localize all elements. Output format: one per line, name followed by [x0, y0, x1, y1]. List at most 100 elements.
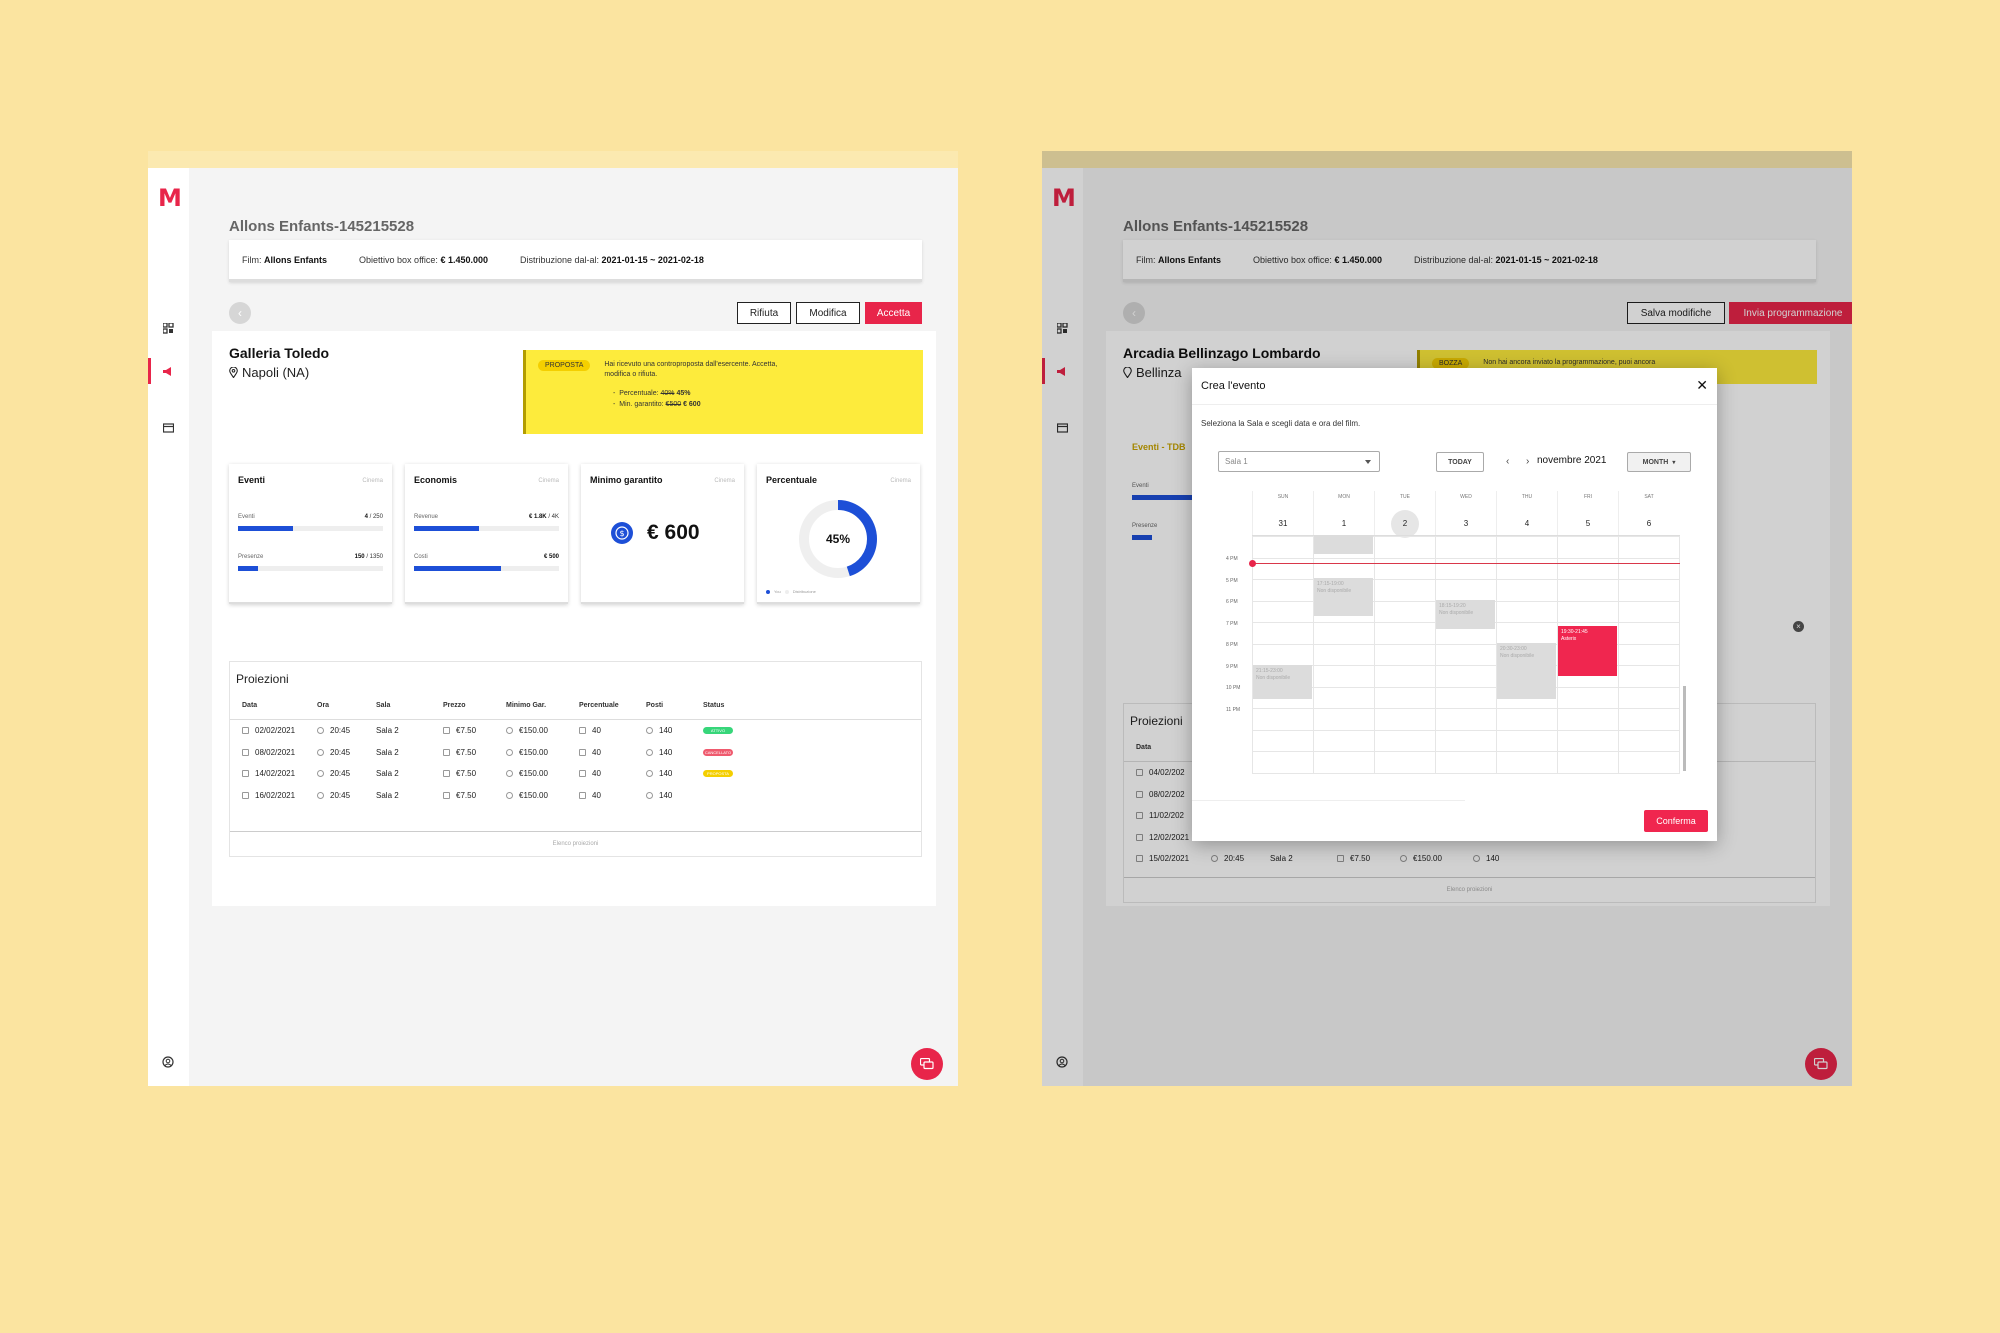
- status-badge: ATTIVO: [703, 727, 733, 734]
- table-row[interactable]: 08/02/2021 20:45 Sala 2 €7.50 €150.00 40 140 CA…: [230, 748, 921, 775]
- film-info-bar: Film: Allons Enfants Obiettivo box offic…: [1123, 240, 1816, 282]
- coin-icon: [506, 748, 513, 756]
- venue-location: Napoli (NA): [229, 365, 309, 380]
- percent-icon: [579, 748, 586, 756]
- chevron-down-icon: ▾: [1672, 459, 1676, 466]
- counter-proposal-notice: PROPOSTA Hai ricevuto una controproposta…: [523, 350, 923, 434]
- donut-legend: You Distribuzione: [766, 589, 816, 594]
- user-account-icon[interactable]: [160, 1054, 176, 1070]
- table-row[interactable]: 11/02/202: [1124, 811, 1815, 838]
- save-changes-button[interactable]: Salva modifiche: [1627, 302, 1725, 324]
- room-select[interactable]: Sala 1: [1218, 451, 1380, 472]
- unavailable-slot[interactable]: 18:15-19:20 Non disponibile: [1436, 600, 1495, 629]
- day-column-header[interactable]: THU 4: [1496, 491, 1557, 535]
- time-label: 8 PM: [1226, 642, 1238, 648]
- calendar-icon: [242, 791, 249, 799]
- table-row[interactable]: 16/02/2021 20:45 Sala 2 €7.50 €150.00 40 140: [230, 791, 921, 818]
- percent-icon: [579, 727, 586, 734]
- app-logo[interactable]: M: [158, 184, 182, 212]
- attendance-metric: Presenze 150 / 1350: [238, 554, 383, 571]
- current-month: novembre 2021: [1537, 455, 1607, 466]
- left-screen: M Allons Enfants-145215528 Film: Allons …: [148, 151, 958, 1086]
- megaphone-icon[interactable]: [160, 364, 176, 380]
- calendar-icon[interactable]: [160, 420, 176, 436]
- min-guarantee-value: € 600: [647, 521, 700, 544]
- day-column-header[interactable]: FRI 5: [1557, 491, 1618, 535]
- sidebar: M: [1042, 168, 1083, 1086]
- coin-icon: [506, 727, 513, 734]
- calendar-icon: [242, 770, 249, 777]
- app-logo[interactable]: M: [1052, 184, 1076, 212]
- time-label: 4 PM: [1226, 556, 1238, 562]
- scheduled-event[interactable]: 19:30-21:45 Asterix: [1558, 626, 1617, 676]
- unavailable-slot[interactable]: 20:30-23:00 Non disponibile: [1497, 643, 1556, 699]
- reject-button[interactable]: Rifiuta: [737, 302, 791, 324]
- calendar-icon: [242, 748, 249, 756]
- close-icon[interactable]: ×: [1793, 621, 1804, 632]
- percent-icon: [579, 770, 586, 777]
- accept-button[interactable]: Accetta: [865, 302, 922, 324]
- svg-text:45%: 45%: [826, 532, 850, 546]
- unavailable-slot[interactable]: 17:15-19:00 Non disponibile: [1314, 578, 1373, 616]
- seat-icon: [646, 791, 653, 799]
- table-row[interactable]: 14/02/2021 20:45 Sala 2 €7.50 €150.00 40 140 PR…: [230, 769, 921, 796]
- dashboard-icon[interactable]: [160, 320, 176, 336]
- today-button[interactable]: TODAY: [1436, 452, 1484, 472]
- send-programming-button[interactable]: Invia programmazione: [1729, 302, 1852, 324]
- coin-icon: $: [611, 522, 633, 544]
- notice-message: Hai ricevuto una controproposta dall'ese…: [604, 361, 778, 378]
- coin-icon: [506, 770, 513, 777]
- percentage-donut: 45%: [799, 500, 877, 578]
- table-header: Data Ora Sala Prezzo Minimo Gar. Percent…: [230, 702, 921, 720]
- table-row[interactable]: 08/02/202: [1124, 790, 1815, 817]
- back-button[interactable]: ‹: [1123, 302, 1145, 324]
- table-row[interactable]: 02/02/2021 20:45 Sala 2 €7.50 €150.00 40 140 AT…: [230, 726, 921, 753]
- venue-panel: Galleria Toledo Napoli (NA) PROPOSTA Hai…: [212, 331, 936, 906]
- dashboard-icon[interactable]: [1054, 320, 1070, 336]
- chat-button[interactable]: [1805, 1048, 1837, 1080]
- unavailable-slot[interactable]: [1314, 535, 1373, 554]
- calendar-icon: [1136, 812, 1143, 819]
- back-button[interactable]: ‹: [229, 302, 251, 324]
- user-account-icon[interactable]: [1054, 1054, 1070, 1070]
- venue-location: Bellinza: [1123, 365, 1182, 380]
- clock-icon: [317, 727, 324, 734]
- chevron-left-icon[interactable]: ‹: [1506, 456, 1510, 467]
- events-metric: Eventi 4 / 250: [238, 514, 383, 531]
- notice-percentage: - Percentuale: 40% 45%: [613, 390, 691, 397]
- megaphone-icon[interactable]: [1054, 364, 1070, 380]
- current-time-dot: [1249, 560, 1256, 567]
- view-select[interactable]: MONTH ▾: [1627, 452, 1691, 472]
- confirm-button[interactable]: Conferma: [1644, 810, 1708, 832]
- day-column-header[interactable]: SUN 31: [1252, 491, 1313, 535]
- clock-icon: [317, 748, 324, 756]
- unavailable-slot[interactable]: 21:15-23:00 Non disponibile: [1253, 665, 1312, 699]
- time-label: 5 PM: [1226, 577, 1238, 584]
- projections-list-link[interactable]: Elenco proiezioni: [230, 831, 921, 856]
- calendar-icon[interactable]: [1054, 420, 1070, 436]
- close-icon[interactable]: ✕: [1696, 377, 1708, 393]
- projections-title: Proiezioni: [236, 672, 289, 686]
- chat-icon: [1814, 1058, 1828, 1070]
- seat-icon: [1473, 855, 1480, 862]
- chevron-right-icon[interactable]: ›: [1526, 456, 1530, 467]
- modal-help-text: Seleziona la Sala e scegli data e ora de…: [1201, 419, 1361, 428]
- ticket-icon: [443, 727, 450, 734]
- day-column-header[interactable]: TUE 2: [1374, 491, 1435, 538]
- day-column-header[interactable]: MON 1: [1313, 491, 1374, 535]
- scrollbar[interactable]: [1683, 686, 1686, 771]
- chat-button[interactable]: [911, 1048, 943, 1080]
- distribution-dates: Distribuzione dal-al: 2021-01-15 ~ 2021-…: [519, 254, 704, 265]
- main-content: Allons Enfants-145215528 Film: Allons En…: [189, 168, 958, 1086]
- venue-name: Arcadia Bellinzago Lombardo: [1123, 345, 1321, 361]
- economics-card: Economis Cinema Revenue € 1.8K / 4K Cost…: [405, 464, 568, 604]
- edit-button[interactable]: Modifica: [796, 302, 860, 324]
- table-row[interactable]: 15/02/2021 20:45 Sala 2 €7.50 €150.00 140: [1124, 854, 1815, 881]
- min-guarantee-card: Minimo garantito Cinema $ € 600: [581, 464, 744, 604]
- time-label: 10 PM: [1226, 685, 1241, 691]
- day-column-header[interactable]: WED 3: [1435, 491, 1496, 535]
- calendar-icon: [1136, 790, 1143, 798]
- table-row[interactable]: 04/02/202: [1124, 768, 1815, 795]
- window-top-strip: [1042, 151, 1852, 168]
- day-column-header[interactable]: SAT 6: [1618, 491, 1679, 535]
